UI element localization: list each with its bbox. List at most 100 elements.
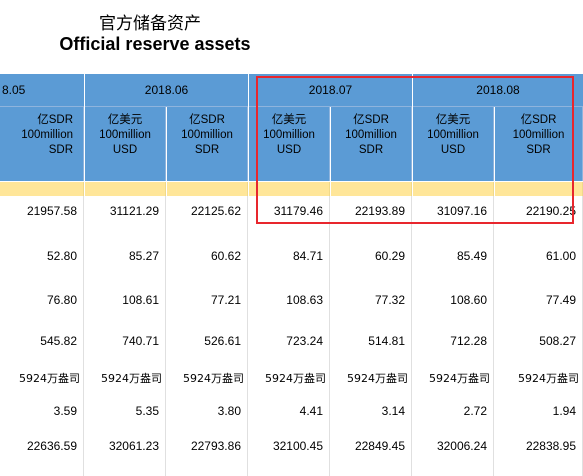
table-cell: 22125.62	[190, 204, 241, 218]
table-cell: 3.14	[381, 404, 405, 418]
unit-label-line: 亿美元	[271, 114, 307, 126]
table-cell: 60.29	[374, 249, 405, 263]
unit-label-line: 亿美元	[435, 114, 471, 126]
table-cell: 22793.86	[190, 439, 241, 453]
unit-label-line: SDR	[194, 144, 220, 156]
table-cell: 5924万盎司	[101, 372, 162, 385]
table-cell: 5.35	[135, 404, 159, 418]
table-cell: 5924万盎司	[518, 372, 579, 385]
column-body: 22190.25 61.00 77.49 508.27 5924万盎司 1.94 22838…	[495, 196, 583, 476]
table-cell: 508.27	[539, 334, 576, 348]
table-cell: 712.28	[450, 334, 487, 348]
column-body: 22193.89 60.29 77.32 514.81 5924万盎司 3.14 22849…	[331, 196, 412, 476]
table-title-chinese: 官方储备资产	[99, 14, 201, 34]
table-cell: 22190.25	[525, 204, 576, 218]
unit-label-line: 100million	[99, 129, 151, 141]
table-cell: 5924万盎司	[347, 372, 408, 385]
table-cell: 4.41	[299, 404, 323, 418]
table-title-english: Official reserve assets	[59, 34, 251, 54]
month-header-2018-07: 2018.07	[249, 74, 412, 107]
table-cell: 32061.23	[108, 439, 159, 453]
unit-label-line: 亿SDR	[520, 114, 557, 126]
table-cell: 3.80	[217, 404, 241, 418]
unit-label-line: 亿美元	[107, 114, 143, 126]
column-body: 31179.46 84.71 108.63 723.24 5924万盎司 4.41 3210…	[249, 196, 330, 476]
unit-label-line: 亿SDR	[37, 114, 73, 126]
unit-label: 亿SDR 100million SDR	[167, 113, 247, 158]
table-column: 亿美元 100million USD 31097.16 85.49 108.60 712.2…	[413, 74, 494, 476]
table-cell: 31121.29	[109, 204, 159, 218]
table-cell: 85.49	[456, 249, 487, 263]
table-cell: 85.27	[128, 249, 159, 263]
unit-label-line: 100million	[512, 129, 565, 141]
table-cell: 31179.46	[273, 204, 323, 218]
table-cell: 61.00	[545, 249, 576, 263]
table-cell: 21957.58	[26, 204, 77, 218]
column-header: 亿SDR 100million SDR	[495, 74, 583, 181]
table-cell: 740.71	[122, 334, 159, 348]
table-cell: 76.80	[46, 293, 77, 307]
yellow-band	[85, 182, 166, 196]
table-column: 亿美元 100million USD 31179.46 84.71 108.63 723.2…	[249, 74, 330, 476]
table-cell: 5924万盎司	[265, 372, 326, 385]
yellow-band	[331, 182, 412, 196]
table-cell: 108.61	[122, 293, 159, 307]
yellow-band	[167, 182, 248, 196]
table-column: 亿SDR 100million SDR 22193.89 60.29 77.32 514.8…	[331, 74, 412, 476]
month-label: 8.05	[2, 83, 26, 97]
unit-label-line: USD	[440, 144, 466, 156]
unit-label-line: 100million	[427, 129, 479, 141]
table-cell: 32006.24	[436, 439, 487, 453]
yellow-band	[0, 182, 84, 196]
table-column: 亿SDR 100million SDR 21957.58 52.80 76.80 545.8…	[0, 74, 84, 476]
table-cell: 5924万盎司	[429, 372, 490, 385]
unit-label: 亿SDR 100million SDR	[331, 113, 411, 158]
table-cell: 52.80	[46, 249, 77, 263]
unit-label-line: 亿SDR	[189, 114, 225, 126]
table-column: 亿SDR 100million SDR 22190.25 61.00 77.49 508.2…	[495, 74, 583, 476]
table-cell: 77.21	[210, 293, 241, 307]
unit-label-line: 100million	[263, 129, 315, 141]
table-cell: 84.71	[292, 249, 323, 263]
table-cell: 108.60	[450, 293, 487, 307]
unit-label-line: USD	[276, 144, 302, 156]
reserve-assets-table: 亿SDR 100million SDR 21957.58 52.80 76.80 545.8…	[0, 74, 583, 476]
table-cell: 32100.45	[272, 439, 323, 453]
yellow-band	[495, 182, 583, 196]
month-label: 2018.06	[144, 83, 189, 97]
table-cell: 2.72	[463, 404, 487, 418]
column-body: 22125.62 60.62 77.21 526.61 5924万盎司 3.80 22793…	[167, 196, 248, 476]
yellow-band	[413, 182, 494, 196]
unit-label: 亿SDR 100million SDR	[0, 113, 83, 158]
month-header-2018-06: 2018.06	[85, 74, 248, 107]
table-cell: 1.94	[552, 404, 576, 418]
month-label: 2018.07	[308, 83, 353, 97]
column-body: 31097.16 85.49 108.60 712.28 5924万盎司 2.72 3200…	[413, 196, 494, 476]
table-cell: 22838.95	[525, 439, 576, 453]
table-cell: 3.59	[53, 404, 77, 418]
table-cell: 22193.89	[354, 204, 405, 218]
yellow-band	[249, 182, 330, 196]
table-cell: 514.81	[368, 334, 405, 348]
table-cell: 526.61	[204, 334, 241, 348]
table-cell: 5924万盎司	[19, 372, 80, 385]
unit-label: 亿美元 100million USD	[413, 113, 493, 158]
unit-label-line: 亿SDR	[353, 114, 389, 126]
unit-label-line: 100million	[345, 129, 397, 141]
unit-label-line: SDR	[48, 144, 73, 156]
table-cell: 31097.16	[436, 204, 487, 218]
table-cell: 22849.45	[354, 439, 405, 453]
unit-label-line: USD	[112, 144, 138, 156]
table-cell: 108.63	[286, 293, 323, 307]
month-header-2018-08: 2018.08	[413, 74, 583, 107]
unit-label-line: SDR	[358, 144, 384, 156]
table-cell: 77.49	[545, 293, 576, 307]
table-cell: 22636.59	[26, 439, 77, 453]
unit-label-line: SDR	[526, 144, 551, 156]
table-cell: 723.24	[286, 334, 323, 348]
month-header-2018-05: 8.05	[0, 74, 84, 107]
table-cell: 5924万盎司	[183, 372, 244, 385]
table-column: 亿SDR 100million SDR 22125.62 60.62 77.21 526.6…	[167, 74, 248, 476]
unit-label-line: 100million	[21, 129, 73, 141]
unit-label: 亿美元 100million USD	[85, 113, 165, 158]
